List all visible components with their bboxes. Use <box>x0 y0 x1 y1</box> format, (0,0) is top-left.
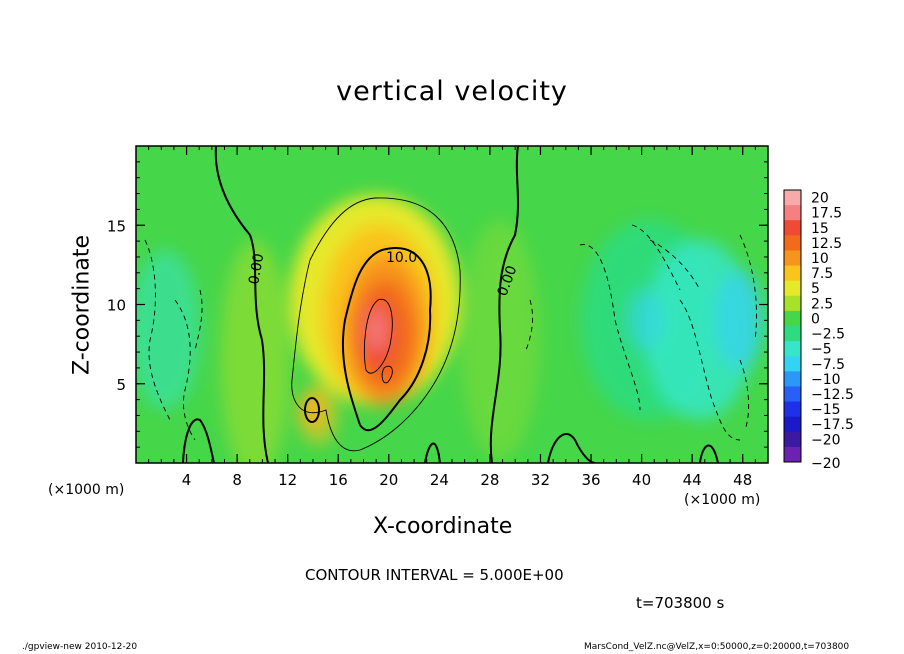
x-tick-label: 48 <box>733 471 752 489</box>
colorbar-swatch <box>784 416 801 433</box>
x-tick-label: 20 <box>379 471 398 489</box>
x-tick-label: 24 <box>430 471 449 489</box>
colorbar-label: −20 <box>811 432 841 448</box>
heat-field <box>136 146 768 463</box>
colorbar-swatch <box>784 250 801 267</box>
colorbar-swatch <box>784 401 801 418</box>
y-tick-label: 15 <box>107 217 126 235</box>
x-tick-label: 8 <box>232 471 242 489</box>
colorbar-swatch <box>784 446 801 463</box>
colorbar-label: −7.5 <box>811 357 845 373</box>
contour-interval-text: CONTOUR INTERVAL = 5.000E+00 <box>305 566 564 584</box>
colorbar-label: 10 <box>811 251 829 267</box>
colorbar-swatch <box>784 235 801 251</box>
x-unit-label-right: (×1000 m) <box>684 492 761 508</box>
colorbar-swatch <box>784 190 801 206</box>
colorbar-label: 5 <box>811 281 820 297</box>
x-axis-label: X-coordinate <box>373 514 513 539</box>
colorbar-label: −12.5 <box>811 387 854 403</box>
chart-title: vertical velocity <box>336 76 568 107</box>
colorbar-swatch <box>784 326 801 342</box>
colorbar: 2017.51512.5107.552.50−2.5−5−7.5−10−12.5… <box>783 189 854 472</box>
colorbar-label: 20 <box>811 191 829 207</box>
colorbar-swatch <box>784 220 801 236</box>
x-tick-label: 32 <box>531 471 550 489</box>
y-axis-label: Z-coordinate <box>69 235 95 375</box>
colorbar-swatch <box>784 310 801 327</box>
colorbar-label: 12.5 <box>811 236 842 252</box>
colorbar-label: 15 <box>811 221 829 237</box>
colorbar-label: −2.5 <box>811 327 845 343</box>
contour-label-10: 10.0 <box>386 250 417 266</box>
colorbar-swatch <box>784 295 801 312</box>
colorbar-label: 17.5 <box>811 206 842 222</box>
x-tick-label: 16 <box>329 471 348 489</box>
colorbar-swatch <box>784 371 801 387</box>
x-unit-label-left: (×1000 m) <box>48 482 125 498</box>
colorbar-label: −20 <box>811 456 841 472</box>
x-tick-label: 36 <box>581 471 600 489</box>
colorbar-swatch <box>784 356 801 372</box>
contour-label-zero-left: 0.00 <box>246 252 267 285</box>
colorbar-label: 2.5 <box>811 296 833 312</box>
colorbar-swatch <box>784 341 801 357</box>
colorbar-label: −10 <box>811 372 841 388</box>
x-tick-label: 40 <box>632 471 651 489</box>
colorbar-swatch <box>784 386 801 403</box>
x-tick-label: 44 <box>683 471 702 489</box>
contour-lines <box>144 146 757 463</box>
colorbar-label: −17.5 <box>811 417 854 433</box>
colorbar-label: 7.5 <box>811 266 833 282</box>
y-axis: 5 10 15 <box>107 145 768 464</box>
time-label: t=703800 s <box>636 594 725 612</box>
colorbar-frame <box>783 189 802 463</box>
colorbar-label: −5 <box>811 342 832 358</box>
x-axis: 4 8 12 16 20 24 28 32 36 40 44 48 <box>135 146 769 489</box>
y-tick-label: 10 <box>107 297 126 315</box>
colorbar-label: −15 <box>811 402 841 418</box>
x-tick-label: 4 <box>182 471 192 489</box>
footer-right: MarsCond_VelZ.nc@VelZ,x=0:50000,z=0:2000… <box>584 642 850 652</box>
footer-left: ./gpview-new 2010-12-20 <box>22 642 138 652</box>
x-tick-label: 28 <box>480 471 499 489</box>
colorbar-label: 0 <box>811 311 820 327</box>
colorbar-swatch <box>784 280 801 297</box>
x-tick-label: 12 <box>278 471 297 489</box>
colorbar-swatch <box>784 265 801 282</box>
colorbar-swatch <box>784 431 801 448</box>
colorbar-swatch <box>784 205 801 221</box>
y-tick-label: 5 <box>116 376 126 394</box>
